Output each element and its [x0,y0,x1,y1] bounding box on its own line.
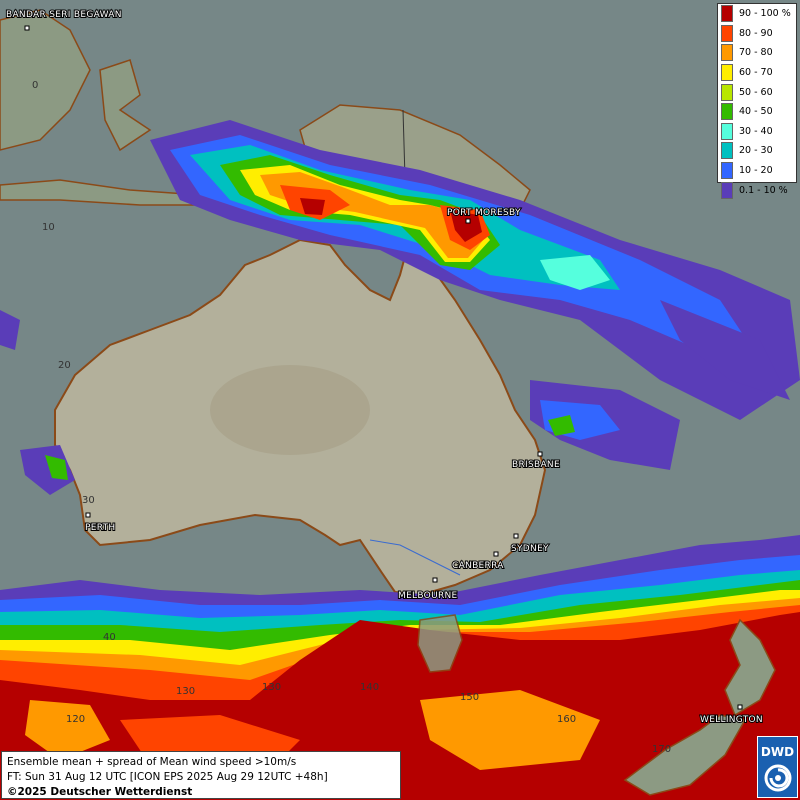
lat-label-40: 40 [103,632,116,643]
legend-swatch [721,24,733,42]
sulawesi-landmass [99,59,152,152]
borneo-landmass [0,9,91,151]
lon-label-160: 160 [557,714,576,725]
city-marker-sydney [513,533,519,539]
legend-swatch [721,64,733,82]
city-marker-melbourne [432,577,438,583]
legend-label: 0.1 - 10 % [739,184,788,196]
legend-label: 60 - 70 [739,67,773,79]
legend-swatch [721,142,733,160]
legend-label: 30 - 40 [739,125,773,137]
lon-label-140: 140 [360,682,379,693]
city-label-brisbane: BRISBANE [512,460,560,470]
lon-label-130: 130 [176,686,195,697]
city-marker-port-moresby [465,218,471,224]
city-label-port-moresby: PORT MORESBY [447,208,521,218]
city-label-sydney: SYDNEY [511,544,549,554]
legend-row: 90 - 100 % [718,4,796,24]
lon-label-130b: 130 [262,682,281,693]
murray-river [369,539,461,576]
dwd-swirl-icon [764,764,791,792]
map-caption: Ensemble mean + spread of Mean wind spee… [1,751,401,799]
lat-label-20: 20 [58,360,71,371]
legend-row: 80 - 90 [718,24,796,44]
caption-copyright: ©2025 Deutscher Wetterdienst [7,786,193,798]
lon-label-170: 170 [652,744,671,755]
legend-label: 70 - 80 [739,47,773,59]
city-label-perth: PERTH [85,523,115,533]
legend-label: 10 - 20 [739,165,773,177]
wind-probability-north [150,120,800,420]
legend-row: 20 - 30 [718,141,796,161]
city-label-canberra: CANBERRA [452,561,504,571]
legend-swatch [721,122,733,140]
legend-swatch [721,162,733,180]
legend-row: 70 - 80 [718,43,796,63]
legend-label: 40 - 50 [739,106,773,118]
lon-label-150: 150 [460,692,479,703]
legend-swatch [721,83,733,101]
city-marker-perth [85,512,91,518]
legend-swatch [721,44,733,62]
lat-label-0: 0 [32,80,38,91]
wind-probability-coral-sea [530,300,790,470]
city-label-bandar: BANDAR SERI BEGAWAN [6,10,122,20]
caption-forecast-time: FT: Sun 31 Aug 12 UTC [ICON EPS 2025 Aug… [7,771,328,783]
legend-row: 0.1 - 10 % [718,180,796,200]
legend-label: 90 - 100 % [739,8,791,20]
lat-label-10: 10 [42,222,55,233]
caption-parameter: Ensemble mean + spread of Mean wind spee… [7,756,297,768]
nz-north-island-top [724,618,776,717]
legend-label: 20 - 30 [739,145,773,157]
legend-swatch [721,103,733,121]
city-marker-canberra [493,551,499,557]
central-highlands-shading [210,365,370,455]
legend-swatch [721,181,733,199]
legend-row: 40 - 50 [718,102,796,122]
legend-row: 60 - 70 [718,63,796,83]
legend-row: 50 - 60 [718,82,796,102]
city-marker-wellington [737,704,743,710]
probability-legend: 90 - 100 % 80 - 90 70 - 80 60 - 70 50 - 60 40… [717,3,797,199]
lon-label-120: 120 [66,714,85,725]
lat-label-30: 30 [82,495,95,506]
wind-probability-west [0,310,75,495]
city-marker-brisbane [537,451,543,457]
tasmania-landmass-top [417,614,463,673]
legend-row: 10 - 20 [718,161,796,181]
legend-label: 50 - 60 [739,86,773,98]
legend-swatch [721,5,733,23]
city-marker-bandar [24,25,30,31]
city-label-melbourne: MELBOURNE [398,591,458,601]
city-label-wellington: WELLINGTON [700,715,763,725]
legend-label: 80 - 90 [739,27,773,39]
legend-row: 30 - 40 [718,122,796,142]
dwd-logo-text: DWD [760,745,795,759]
dwd-logo: DWD [757,736,798,798]
nz-south-island-top [623,714,747,796]
